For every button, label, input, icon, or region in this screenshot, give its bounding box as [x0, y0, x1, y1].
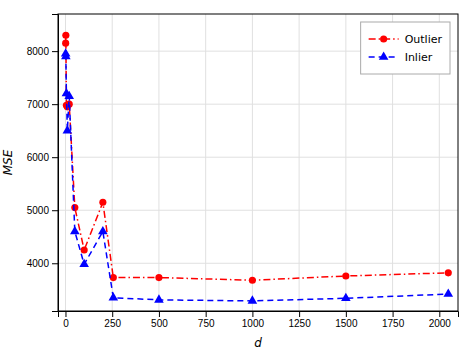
tick-label: 1000	[242, 318, 265, 329]
tick: 7000	[27, 99, 58, 110]
legend-marker	[380, 35, 387, 42]
tick-mark	[52, 51, 58, 52]
tick: 1500	[335, 311, 358, 329]
point	[81, 246, 88, 253]
point	[342, 272, 349, 279]
plot-frame	[58, 14, 458, 311]
tick: 4000	[27, 258, 58, 269]
y-axis: 4000 5000 6000 7000 8000	[27, 15, 59, 312]
tick-label: 250	[104, 318, 121, 329]
tick-mark	[52, 210, 58, 211]
point	[154, 294, 164, 302]
point	[71, 204, 78, 211]
point	[341, 293, 351, 301]
point	[63, 125, 73, 133]
axis-line	[59, 312, 459, 318]
point	[64, 91, 74, 99]
tick-mark	[52, 157, 58, 158]
tick: 0	[63, 311, 69, 329]
tick-label: 6000	[27, 152, 50, 163]
x-axis-title: d	[254, 336, 262, 350]
point	[109, 292, 119, 300]
legend-label: Inlier	[405, 51, 433, 64]
grid	[58, 14, 458, 311]
tick-mark	[206, 311, 207, 317]
tick: 1750	[382, 311, 405, 329]
point	[155, 274, 162, 281]
legend-marker	[379, 51, 389, 59]
legend: Outlier Inlier	[361, 22, 450, 74]
tick-label: 1500	[335, 318, 358, 329]
axis-line	[52, 15, 59, 312]
grid-line-y	[58, 263, 458, 264]
point	[61, 51, 71, 59]
tick-mark	[112, 311, 113, 317]
tick-label: 5000	[27, 205, 50, 216]
tick-label: 500	[151, 318, 168, 329]
tick-mark	[65, 311, 66, 317]
point	[248, 295, 258, 303]
line	[66, 54, 449, 301]
tick: 8000	[27, 46, 58, 57]
tick: 750	[198, 311, 215, 329]
tick: 5000	[27, 205, 58, 216]
point	[70, 226, 80, 234]
point	[98, 226, 108, 234]
x-axis: 0 250 500 750 1000 1250 1500 1750 2000	[59, 311, 459, 329]
tick-label: 2000	[429, 318, 452, 329]
plot: 0 250 500 750 1000 1250 1500 1750 2000 4000 5000 60…	[1, 14, 459, 350]
point	[79, 259, 89, 267]
tick: 2000	[429, 311, 452, 329]
grid-line-y	[58, 157, 458, 158]
legend-label: Outlier	[405, 33, 443, 46]
series	[61, 48, 453, 303]
grid-line-x	[112, 14, 113, 311]
point	[249, 277, 256, 284]
tick-label: 1250	[288, 318, 311, 329]
grid-line-x	[252, 14, 253, 311]
tick-label: 7000	[27, 99, 50, 110]
tick-mark	[52, 104, 58, 105]
grid-line-x	[158, 14, 159, 311]
legend-box	[361, 22, 450, 74]
point	[62, 32, 69, 39]
grid-line-x	[345, 14, 346, 311]
tick-mark	[439, 311, 440, 317]
tick-mark	[393, 311, 394, 317]
tick-label: 1750	[382, 318, 405, 329]
grid-line-x	[205, 14, 206, 311]
tick-mark	[159, 311, 160, 317]
point	[62, 40, 69, 47]
tick-label: 0	[63, 318, 69, 329]
tick: 250	[104, 311, 121, 329]
tick: 1250	[288, 311, 311, 329]
tick-mark	[52, 263, 58, 264]
y-axis-title: MSE	[1, 149, 15, 175]
tick: 500	[151, 311, 168, 329]
point	[99, 199, 106, 206]
chart: 0 250 500 750 1000 1250 1500 1750 2000 4000 5000 60…	[0, 0, 474, 355]
grid-line-y	[58, 210, 458, 211]
point	[443, 288, 453, 296]
grid-line-x	[299, 14, 300, 311]
tick-mark	[252, 311, 253, 317]
point	[445, 269, 452, 276]
grid-line-y	[58, 104, 458, 105]
tick: 1000	[242, 311, 265, 329]
tick-label: 750	[198, 318, 215, 329]
tick: 6000	[27, 152, 58, 163]
tick-label: 8000	[27, 46, 50, 57]
tick-mark	[299, 311, 300, 317]
tick-label: 4000	[27, 258, 50, 269]
tick-mark	[346, 311, 347, 317]
